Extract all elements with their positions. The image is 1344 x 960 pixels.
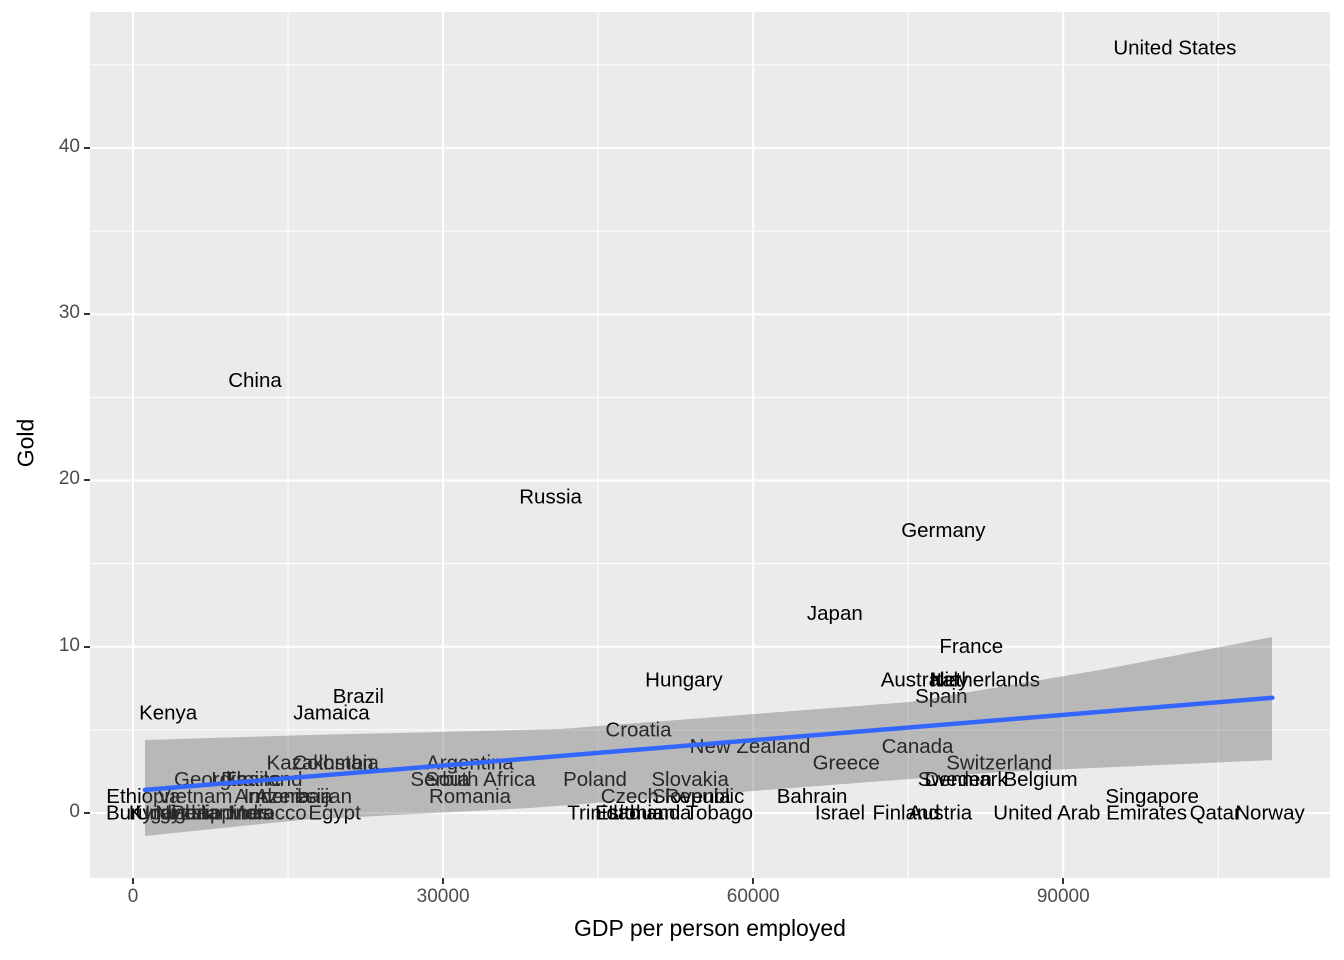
x-axis-tick-mark: [752, 878, 755, 884]
country-label: Egypt: [308, 801, 361, 824]
plot-panel: United States China Russia Germany Japan Fran…: [90, 12, 1330, 878]
x-axis-tick-mark: [132, 878, 134, 884]
y-axis-tick-label: 20: [58, 468, 80, 490]
country-label: Vietnam: [158, 785, 233, 808]
x-axis-tick-label: 30000: [416, 886, 470, 907]
country-label: Finland: [873, 801, 940, 824]
y-axis-tick-mark: [84, 313, 90, 316]
x-axis-title: GDP per person employed: [574, 915, 846, 941]
y-axis-tick-label: 30: [58, 302, 80, 324]
country-label: Japan: [807, 602, 863, 625]
country-label: Colombia: [292, 752, 379, 775]
country-label: China: [228, 369, 282, 392]
country-label: Uganda: [135, 801, 207, 824]
country-label: Romania: [429, 785, 512, 808]
country-label: Singapore: [1105, 785, 1198, 808]
country-label: Burundi: [106, 801, 177, 824]
country-label: Belgium: [1003, 768, 1077, 791]
country-label: Poland: [563, 768, 627, 791]
country-label: Denmark: [925, 768, 1009, 791]
country-label: Kenya: [139, 702, 198, 725]
country-label: Netherlands: [929, 668, 1040, 691]
country-label: Germany: [901, 519, 986, 542]
country-label: Slovakia: [651, 768, 729, 791]
country-label: Canada: [882, 735, 954, 758]
trend-line: [142, 695, 1275, 793]
country-label: South Africa: [425, 768, 536, 791]
y-axis-tick-label: 40: [58, 135, 80, 157]
country-label: Greece: [813, 752, 880, 775]
y-axis-tick-mark: [84, 479, 90, 482]
plot-canvas: United States China Russia Germany Japan Fran…: [90, 12, 1330, 878]
country-label: Czech Republic: [601, 785, 745, 808]
country-label: Austria: [908, 801, 972, 824]
country-label: Nigeria: [155, 801, 221, 824]
country-label: Croatia: [605, 718, 672, 741]
country-label: India: [230, 801, 275, 824]
country-label: Bahrain: [777, 785, 848, 808]
country-label: Philippines: [171, 801, 270, 824]
country-label: Sweden: [918, 768, 992, 791]
confidence-band: [144, 637, 1273, 836]
y-axis-title: Gold: [12, 418, 39, 468]
x-axis-tick-label: 0: [127, 886, 139, 907]
x-axis-tick-mark: [1062, 878, 1065, 884]
country-label: Trinidad and Tobago: [567, 801, 753, 824]
country-label: Lithuania: [608, 801, 692, 824]
x-axis-tick-label: 90000: [1036, 886, 1090, 907]
country-label: Israel: [815, 801, 865, 824]
country-label: Jamaica: [293, 702, 370, 725]
country-label: Indonesia: [244, 785, 334, 808]
country-label: Russia: [519, 486, 582, 509]
country-label: Kyrgyzstan: [129, 801, 230, 824]
x-axis-tick-label: 60000: [726, 886, 780, 907]
y-axis-tick-label: 10: [58, 634, 80, 656]
country-label: Qatar: [1190, 801, 1241, 824]
country-label: Serbia: [410, 768, 470, 791]
country-label: Brazil: [333, 685, 384, 708]
country-label: Spain: [915, 685, 967, 708]
x-axis-tick-mark: [442, 878, 445, 884]
country-label: Norway: [1235, 801, 1305, 824]
country-label: Estonia: [595, 801, 664, 824]
country-label: Italy: [931, 668, 969, 691]
country-label: Australia: [881, 668, 961, 691]
country-label: Switzerland: [946, 752, 1052, 775]
y-axis-tick-mark: [84, 645, 90, 648]
country-label: Azerbaijan: [255, 785, 352, 808]
country-label: Armenia: [234, 785, 311, 808]
country-label: United States: [1113, 37, 1236, 60]
y-axis-tick-mark: [84, 811, 90, 814]
country-label: Morocco: [228, 801, 307, 824]
country-label: France: [939, 635, 1003, 658]
y-axis-tick-label: 0: [69, 800, 80, 822]
country-label: Hungary: [645, 668, 723, 691]
y-axis-tick-mark: [84, 146, 90, 149]
country-label: United Arab Emirates: [993, 801, 1187, 824]
country-label: Slovenia: [652, 785, 731, 808]
country-label: Kazakhstan: [267, 752, 374, 775]
